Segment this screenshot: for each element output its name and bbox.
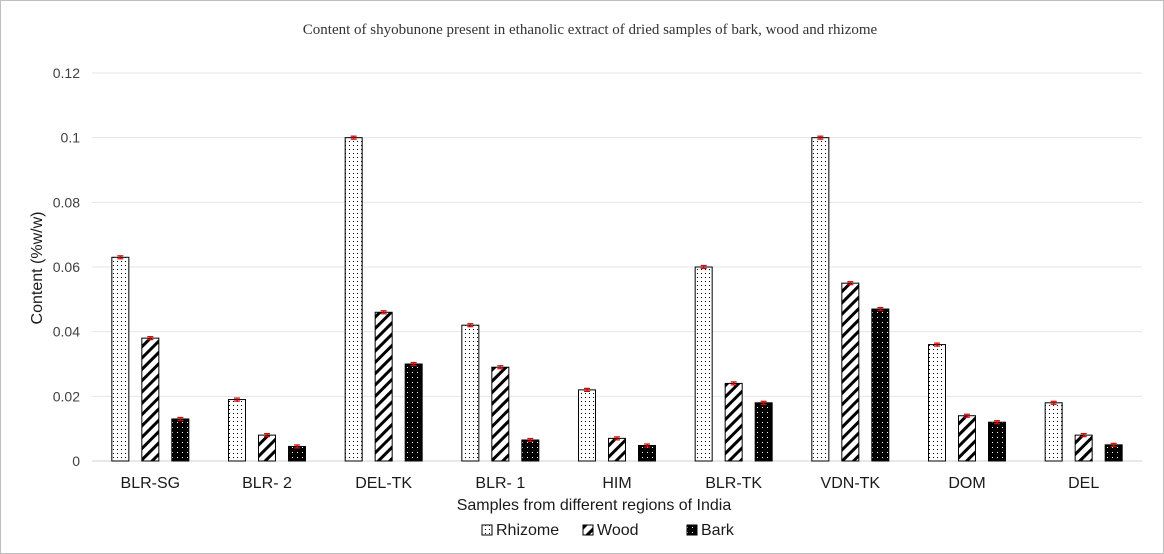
x-axis-label: Samples from different regions of India xyxy=(457,497,732,514)
bar xyxy=(988,421,1006,462)
bar xyxy=(521,439,540,462)
bar xyxy=(754,402,773,462)
bar xyxy=(171,418,190,462)
bars xyxy=(111,135,1123,462)
bar xyxy=(958,415,976,462)
bar xyxy=(111,256,130,462)
bar xyxy=(1074,434,1093,462)
bar xyxy=(578,389,596,462)
legend: Rhizome Wood Bark xyxy=(481,522,735,539)
legend-entry: Rhizome xyxy=(496,522,559,539)
bar xyxy=(228,399,246,462)
x-category-label: BLR-SG xyxy=(121,475,181,492)
bar xyxy=(344,137,363,462)
legend-swatch xyxy=(481,524,493,536)
bar xyxy=(288,445,306,462)
chart-title: Content of shyobunone present in ethanol… xyxy=(303,22,878,38)
bar xyxy=(258,434,276,462)
gridlines xyxy=(92,72,1142,462)
bar xyxy=(404,363,423,462)
legend-swatch xyxy=(582,524,594,536)
bar xyxy=(638,444,656,462)
bar xyxy=(871,308,890,462)
x-category-label: DOM xyxy=(948,475,985,492)
bar xyxy=(374,311,393,462)
legend-entry: Bark xyxy=(701,522,735,539)
x-category-label: DEL xyxy=(1068,475,1099,492)
bar xyxy=(1104,444,1123,462)
y-tick-label: 0.1 xyxy=(61,130,81,146)
y-tick-label: 0.06 xyxy=(53,259,80,275)
y-tick-label: 0.04 xyxy=(53,324,80,340)
y-tick-label: 0.12 xyxy=(53,65,80,81)
legend-swatch xyxy=(686,524,698,536)
y-tick-label: 0.02 xyxy=(53,388,80,404)
x-category-label: HIM xyxy=(602,475,631,492)
x-category-label: BLR- 2 xyxy=(242,475,292,492)
y-tick-labels: 0 0.02 0.04 0.06 0.08 0.1 0.12 xyxy=(53,65,80,469)
y-tick-label: 0 xyxy=(72,453,80,469)
x-category-label: DEL-TK xyxy=(355,475,412,492)
bar xyxy=(928,344,946,462)
bar xyxy=(608,437,626,462)
y-axis-label: Content (%w/w) xyxy=(29,212,46,325)
bar xyxy=(491,366,510,462)
bar xyxy=(141,337,160,462)
bar xyxy=(724,382,743,462)
bar xyxy=(811,137,830,462)
x-category-label: BLR-TK xyxy=(705,475,762,492)
x-category-label: BLR- 1 xyxy=(475,475,525,492)
bar xyxy=(694,266,713,462)
bar xyxy=(1044,402,1063,462)
bar xyxy=(461,324,480,462)
legend-entry: Wood xyxy=(597,522,639,539)
x-category-labels: BLR-SG BLR- 2 DEL-TK BLR- 1 HIM BLR-TK VDN-TK D… xyxy=(121,475,1100,492)
y-tick-label: 0.08 xyxy=(53,194,80,210)
x-category-label: VDN-TK xyxy=(821,475,881,492)
bar xyxy=(841,282,860,462)
